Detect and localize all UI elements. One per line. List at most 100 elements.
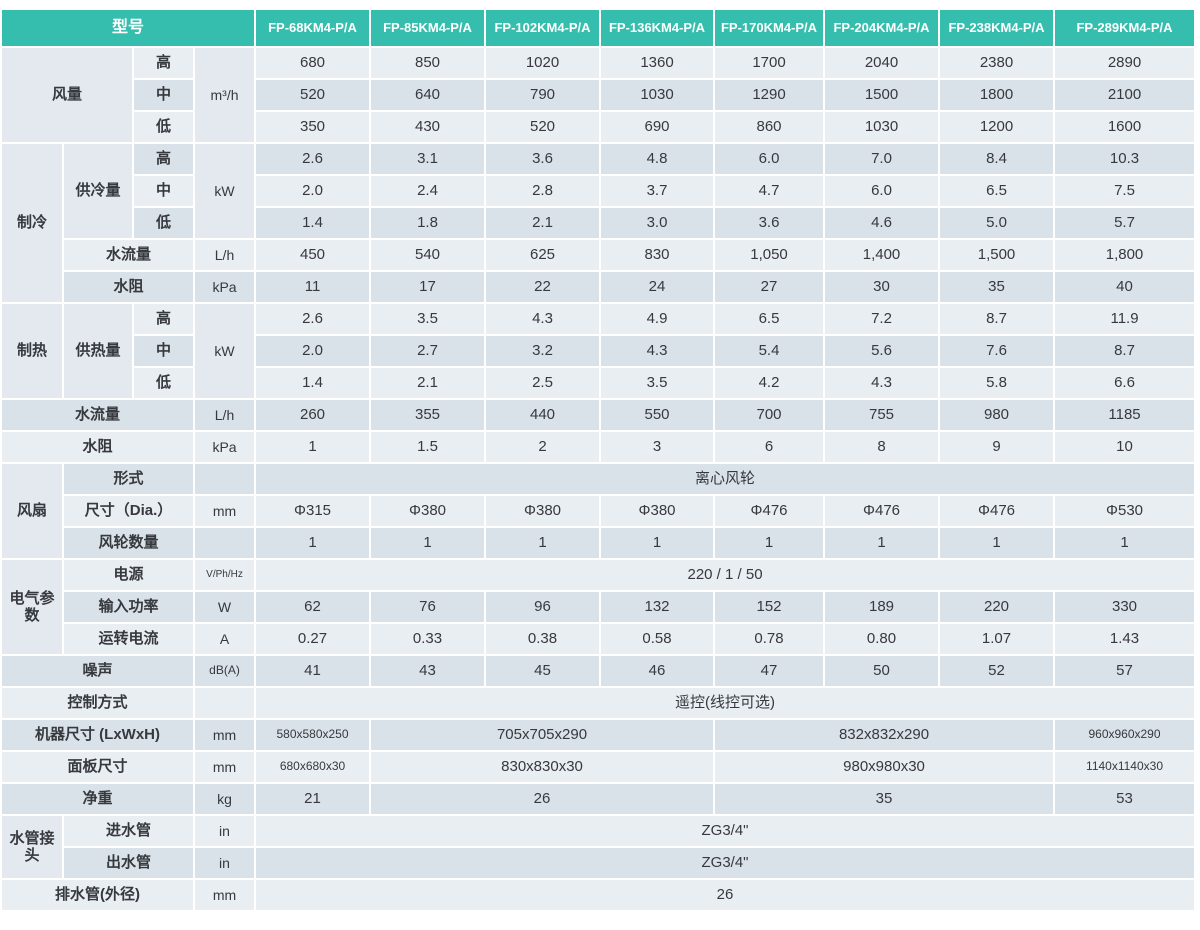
merged-value-cell: 离心风轮: [256, 464, 1197, 496]
value-cell: 4.7: [715, 176, 826, 208]
row-label: 运转电流: [64, 624, 195, 656]
value-cell: 355: [371, 400, 487, 432]
table-row: 低 350 430 520 690 860 1030 1200 1600: [2, 112, 1197, 144]
value-cell: Φ380: [371, 496, 487, 528]
section-label: 电气参数: [2, 560, 64, 656]
value-cell: 540: [371, 240, 487, 272]
value-cell: 1: [256, 528, 372, 560]
value-cell: 8.7: [940, 304, 1056, 336]
table-row: 制热 供热量高 kW 2.6 3.5 4.3 4.9 6.5 7.2 8.7 11.9: [2, 304, 1197, 400]
table-row: 风量高 m³/h 680 850 1020 1360 1700 2040 2380 2890: [2, 48, 1197, 144]
value-cell: 430: [371, 112, 487, 144]
value-cell: 3.5: [371, 304, 487, 336]
value-cell: 5.4: [715, 336, 826, 368]
value-cell: 2.4: [371, 176, 487, 208]
value-cell: 17: [371, 272, 487, 304]
value-cell: 6.6: [1055, 368, 1197, 400]
value-cell: 96: [486, 592, 602, 624]
speed-level-label: 高: [134, 304, 195, 336]
sub-label: 供冷量: [64, 144, 134, 240]
section-label: 风量: [2, 48, 134, 144]
value-cell: 2890: [1055, 48, 1197, 80]
value-cell: 1: [371, 528, 487, 560]
value-cell: 3.6: [715, 208, 826, 240]
table-row: 水阻 kPa 1 1.5 2 3 6 8 9 10: [2, 432, 1197, 464]
value-cell: 52: [940, 656, 1056, 688]
value-cell: Φ380: [601, 496, 716, 528]
value-cell: Φ530: [1055, 496, 1197, 528]
section-label: 制冷: [2, 144, 64, 304]
row-label: 水流量: [2, 400, 195, 432]
unit-cell: A: [195, 624, 257, 656]
value-cell: 40: [1055, 272, 1197, 304]
value-cell: 830: [601, 240, 716, 272]
value-cell: 8.7: [1055, 336, 1197, 368]
row-label: 净重: [2, 784, 195, 816]
value-cell: 830x830x30: [371, 752, 716, 784]
table-row: 控制方式 遥控(线控可选): [2, 688, 1197, 720]
speed-level-label: 高: [134, 144, 195, 176]
value-cell: 7.2: [825, 304, 941, 336]
value-cell: 2.1: [371, 368, 487, 400]
value-cell: 2.7: [371, 336, 487, 368]
value-cell: 1600: [1055, 112, 1197, 144]
model-header: FP-289KM4-P/A: [1055, 10, 1197, 48]
table-row: 水阻 kPa 11 17 22 24 27 30 35 40: [2, 272, 1197, 304]
value-cell: 1: [825, 528, 941, 560]
value-cell: 76: [371, 592, 487, 624]
table-row: 尺寸（Dia.） mm Φ315 Φ380 Φ380 Φ380 Φ476 Φ476 Φ476 Φ5…: [2, 496, 1197, 528]
value-cell: 1: [940, 528, 1056, 560]
value-cell: 4.3: [486, 304, 602, 336]
value-cell: 4.3: [601, 336, 716, 368]
model-header: FP-102KM4-P/A: [486, 10, 602, 48]
value-cell: 1.07: [940, 624, 1056, 656]
value-cell: 4.6: [825, 208, 941, 240]
value-cell: 1: [715, 528, 826, 560]
value-cell: 2.8: [486, 176, 602, 208]
value-cell: 4.3: [825, 368, 941, 400]
table-row: 电气参数 电源 V/Ph/Hz 220 / 1 / 50: [2, 560, 1197, 656]
value-cell: 41: [256, 656, 372, 688]
value-cell: 0.78: [715, 624, 826, 656]
value-cell: 1: [1055, 528, 1197, 560]
value-cell: 21: [256, 784, 372, 816]
table-row: 风轮数量 1 1 1 1 1 1 1 1: [2, 528, 1197, 560]
value-cell: 45: [486, 656, 602, 688]
value-cell: 3.2: [486, 336, 602, 368]
value-cell: 152: [715, 592, 826, 624]
unit-cell: V/Ph/Hz: [195, 560, 257, 592]
value-cell: 850: [371, 48, 487, 80]
value-cell: 11.9: [1055, 304, 1197, 336]
unit-cell: mm: [195, 496, 257, 528]
value-cell: 35: [715, 784, 1056, 816]
value-cell: 0.58: [601, 624, 716, 656]
row-label: 控制方式: [2, 688, 195, 720]
value-cell: 22: [486, 272, 602, 304]
row-label: 输入功率: [64, 592, 195, 624]
row-label: 尺寸（Dia.）: [64, 496, 195, 528]
table-row: 低 1.4 1.8 2.1 3.0 3.6 4.6 5.0 5.7: [2, 208, 1197, 240]
table-row: 中 2.0 2.4 2.8 3.7 4.7 6.0 6.5 7.5: [2, 176, 1197, 208]
value-cell: Φ476: [825, 496, 941, 528]
value-cell: 132: [601, 592, 716, 624]
value-cell: 47: [715, 656, 826, 688]
row-label: 噪声: [2, 656, 195, 688]
value-cell: 580x580x250: [256, 720, 372, 752]
value-cell: 35: [940, 272, 1056, 304]
table-row: 噪声 dB(A) 41 43 45 46 47 50 52 57: [2, 656, 1197, 688]
value-cell: 5.7: [1055, 208, 1197, 240]
value-cell: 690: [601, 112, 716, 144]
value-cell: 2100: [1055, 80, 1197, 112]
value-cell: 1020: [486, 48, 602, 80]
row-label: 机器尺寸 (LxWxH): [2, 720, 195, 752]
value-cell: 0.33: [371, 624, 487, 656]
value-cell: 3.5: [601, 368, 716, 400]
unit-cell: kW: [195, 304, 257, 400]
unit-cell: m³/h: [195, 48, 257, 144]
unit-cell: L/h: [195, 400, 257, 432]
value-cell: 5.0: [940, 208, 1056, 240]
section-label: 风扇: [2, 464, 64, 560]
table-row: 面板尺寸 mm 680x680x30 830x830x30 980x980x30 1140…: [2, 752, 1197, 784]
value-cell: 1,800: [1055, 240, 1197, 272]
row-label: 水阻: [2, 432, 195, 464]
